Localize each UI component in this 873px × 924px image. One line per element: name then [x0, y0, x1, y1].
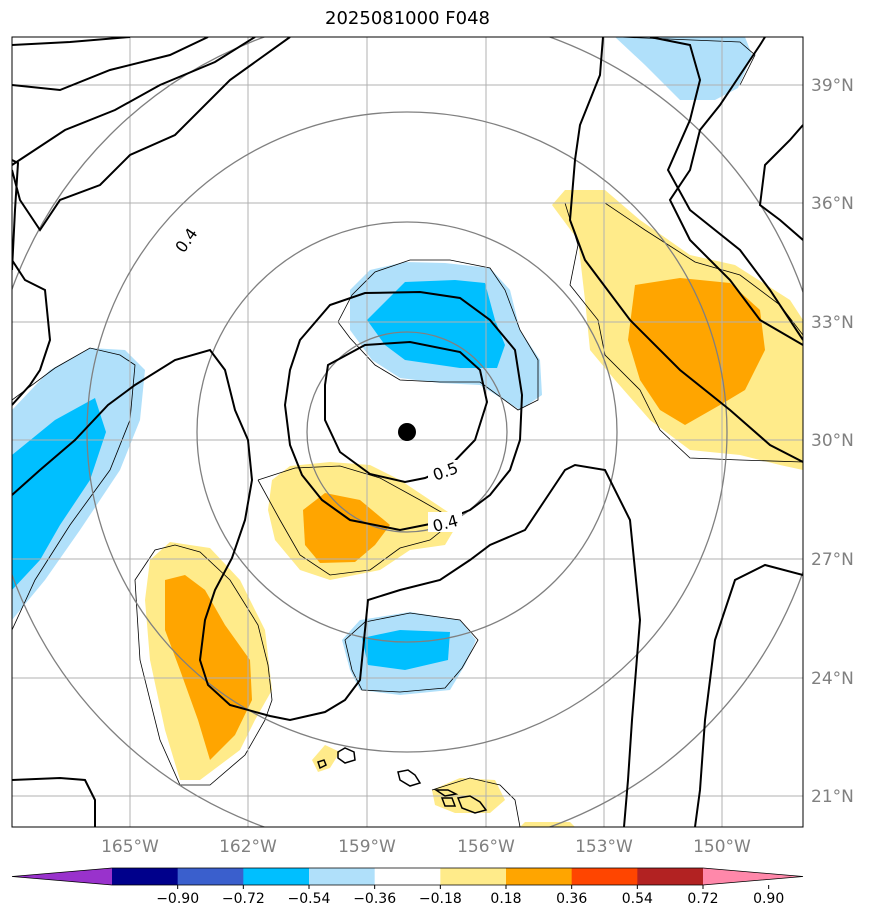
colorbar-tick-label: 0.36	[556, 891, 587, 907]
colorbar-bin	[374, 868, 441, 885]
lon-label: 156°W	[457, 837, 515, 857]
lat-label: 24°N	[811, 669, 854, 689]
negative-anomaly-region	[615, 37, 752, 100]
colorbar-tick-label: 0.72	[687, 891, 718, 907]
colorbar-bin	[637, 868, 704, 885]
thick-contours	[12, 37, 803, 827]
lon-label: 150°W	[693, 837, 751, 857]
colorbar-bin	[571, 868, 638, 885]
negative-anomaly-region	[362, 630, 450, 670]
lon-label: 159°W	[338, 837, 396, 857]
colorbar-tick-label: 0.18	[490, 891, 521, 907]
colorbar-tick-label: −0.18	[419, 891, 462, 907]
island-shape	[433, 789, 459, 797]
lat-label: 21°N	[811, 787, 854, 807]
map-frame	[11, 36, 804, 828]
negative-anomaly-region	[367, 280, 505, 368]
positive-anomaly-region	[303, 493, 390, 563]
lon-label: 153°W	[575, 837, 633, 857]
colorbar-bin	[112, 868, 179, 885]
colorbar-tick-label: −0.36	[353, 891, 396, 907]
map-area: 0.4 0.5 0.4	[12, 37, 803, 827]
lat-label: 36°N	[811, 194, 854, 214]
colorbar-bin	[243, 868, 310, 885]
colorbar-bin	[309, 868, 376, 885]
colorbar-tick-label: −0.54	[288, 891, 331, 907]
colorbar-extend-low	[12, 868, 112, 885]
island-shape	[440, 797, 457, 807]
island-shape	[317, 759, 327, 770]
positive-anomaly-region	[628, 278, 765, 425]
latitude-labels: 39°N 36°N 33°N 30°N 27°N 24°N 21°N	[811, 76, 854, 807]
shaded-field	[12, 37, 803, 827]
island-shape	[337, 747, 356, 764]
lat-label: 33°N	[811, 313, 854, 333]
colorbar-bin	[177, 868, 244, 885]
positive-anomaly-region	[520, 822, 575, 827]
lat-label: 39°N	[811, 76, 854, 96]
negative-anomaly-region	[12, 398, 106, 590]
colorbar-bin	[506, 868, 573, 885]
lon-label: 165°W	[101, 837, 159, 857]
positive-anomaly-region	[165, 575, 252, 760]
coastline	[317, 747, 488, 814]
colorbar-extend-high	[703, 868, 803, 885]
colorbar-tick-label: −0.90	[156, 891, 199, 907]
lon-label: 162°W	[219, 837, 277, 857]
island-shape	[456, 795, 488, 814]
colorbar-bin	[440, 868, 507, 885]
colorbar-tick-label: 0.90	[753, 891, 784, 907]
colorbar: −0.90 −0.72 −0.54 −0.36 −0.18 0.18 0.36 0.54 0.7…	[11, 867, 804, 907]
island-shape	[397, 769, 422, 787]
longitude-labels: 165°W 162°W 159°W 156°W 153°W 150°W	[101, 837, 751, 857]
storm-center-dot	[398, 423, 416, 441]
colorbar-tick-label: −0.72	[222, 891, 265, 907]
lat-label: 27°N	[811, 550, 854, 570]
colorbar-tick-label: 0.54	[622, 891, 653, 907]
range-rings	[12, 37, 803, 827]
lat-label: 30°N	[811, 431, 854, 451]
map-title: 2025081000 F048	[325, 8, 490, 29]
